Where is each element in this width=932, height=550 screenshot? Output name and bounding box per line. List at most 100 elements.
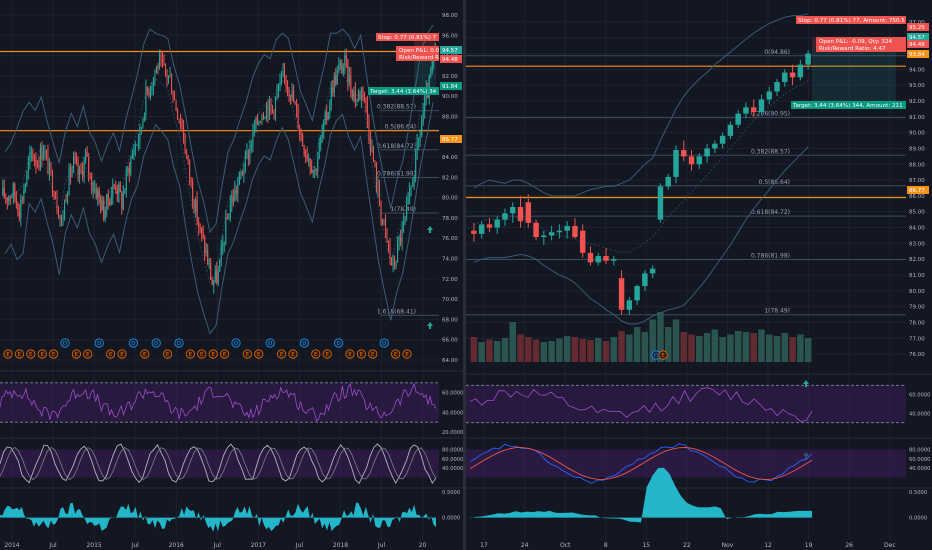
- earnings-marker[interactable]: [3, 349, 13, 359]
- candle-body: [383, 219, 385, 221]
- earnings-marker[interactable]: [402, 349, 412, 359]
- earnings-marker[interactable]: [197, 349, 207, 359]
- price-tag-label: 94.57: [442, 48, 458, 54]
- candle-body: [719, 135, 726, 144]
- earnings-marker[interactable]: [117, 349, 127, 359]
- dividend-marker[interactable]: [60, 338, 70, 348]
- dividend-marker[interactable]: [265, 338, 275, 348]
- candle-body: [27, 163, 29, 172]
- candle-body: [118, 184, 120, 195]
- candle-body: [338, 65, 340, 71]
- left-chart-panel[interactable]: 2014 Jul 2015 Jul 2016 Jul 2017 Jul 2018 Jul 20 98.…: [0, 0, 463, 550]
- candle-body: [250, 146, 252, 148]
- volume-bar: [610, 337, 618, 362]
- position-target-zone[interactable]: [414, 57, 436, 92]
- stoch-d-line: [0, 446, 437, 481]
- volume-bar: [618, 331, 625, 362]
- earnings-marker[interactable]: [276, 349, 287, 359]
- dividend-marker[interactable]: [379, 338, 389, 348]
- earnings-marker[interactable]: [220, 349, 230, 359]
- y-tick-label: 72.00: [442, 277, 458, 283]
- candle-body: [356, 100, 358, 102]
- earnings-marker[interactable]: [71, 349, 82, 359]
- position-target-zone[interactable]: [812, 50, 896, 103]
- candle-body: [33, 159, 35, 161]
- y-tick-label: 78.00: [442, 216, 458, 222]
- earnings-marker[interactable]: [254, 349, 264, 359]
- earnings-marker[interactable]: [37, 349, 47, 359]
- open-pl-box-bg[interactable]: [396, 46, 439, 61]
- candle-body: [62, 217, 64, 220]
- bollinger-lower-band: [4, 102, 434, 335]
- candle-body: [727, 124, 734, 136]
- earnings-marker[interactable]: [163, 349, 173, 359]
- target-label-bg[interactable]: [791, 101, 906, 109]
- candle-body: [237, 184, 239, 195]
- x-tick-label: 2015: [86, 542, 101, 549]
- dividend-marker[interactable]: [299, 338, 309, 348]
- x-tick-label: Jul: [131, 542, 140, 549]
- histogram-area: [0, 502, 436, 532]
- price-tag-label: 91.84: [442, 84, 458, 90]
- earnings-marker[interactable]: [83, 349, 93, 359]
- dividend-marker[interactable]: [94, 338, 104, 348]
- earnings-marker[interactable]: [356, 349, 366, 359]
- earnings-marker[interactable]: [288, 349, 298, 359]
- candle-body: [603, 256, 609, 261]
- dividend-marker[interactable]: [128, 338, 138, 348]
- candle-body: [339, 62, 341, 66]
- dividend-marker[interactable]: [151, 338, 161, 348]
- earnings-marker[interactable]: [106, 349, 116, 359]
- panel-divider[interactable]: [463, 0, 466, 550]
- earnings-marker[interactable]: [48, 349, 59, 359]
- event-marker-label: D: [63, 341, 67, 347]
- earnings-marker[interactable]: [368, 349, 378, 359]
- stop-label-bg[interactable]: [376, 33, 439, 41]
- candle-body: [533, 222, 539, 238]
- event-marker-label: E: [223, 352, 227, 358]
- target-label-bg[interactable]: [368, 87, 439, 95]
- volume-bar: [509, 322, 517, 362]
- candle-body: [326, 112, 328, 120]
- earnings-marker[interactable]: [26, 349, 36, 359]
- dividend-marker[interactable]: [231, 338, 241, 348]
- candle-body: [255, 116, 257, 129]
- earnings-marker[interactable]: [311, 349, 321, 359]
- rsi-line: [469, 387, 813, 422]
- earnings-marker[interactable]: [322, 349, 332, 359]
- candle-body: [104, 210, 106, 220]
- dividend-marker[interactable]: [174, 338, 184, 348]
- histogram-area: [470, 467, 812, 523]
- event-marker-label: D: [97, 341, 101, 347]
- earnings-marker[interactable]: [345, 349, 355, 359]
- stop-label-bg[interactable]: [796, 16, 906, 24]
- risk-reward-label: Risk/Reward Ratio: 4.47: [819, 46, 886, 52]
- x-tick-label: Jul: [48, 542, 57, 549]
- earnings-marker[interactable]: [390, 349, 401, 359]
- stop-label: Stop: 0.77 (0.81%) 7: [378, 35, 437, 41]
- earnings-marker[interactable]: [14, 349, 24, 359]
- earnings-marker[interactable]: [140, 349, 150, 359]
- dividend-marker[interactable]: [333, 338, 344, 348]
- candle-body: [139, 127, 141, 142]
- candle-body: [279, 79, 281, 88]
- candle-body: [296, 104, 298, 110]
- earnings-marker[interactable]: [185, 349, 195, 359]
- earnings-marker[interactable]: [658, 350, 668, 360]
- candle-body: [657, 186, 664, 220]
- candle-body: [312, 170, 314, 174]
- candle-body: [106, 194, 108, 211]
- earnings-marker[interactable]: [242, 349, 252, 359]
- right-chart-panel[interactable]: 1724Oct81522Nov121926Dec97.0096.0095.009…: [466, 0, 932, 550]
- open-pl-box-bg[interactable]: [816, 37, 906, 52]
- candle-body: [134, 145, 136, 152]
- event-marker-label: E: [211, 352, 215, 358]
- x-tick-label: 24: [521, 542, 529, 549]
- volume-bar: [773, 336, 781, 362]
- volume-bar: [548, 341, 555, 362]
- earnings-marker[interactable]: [208, 349, 218, 359]
- candle-body: [422, 111, 424, 123]
- candle-body: [743, 107, 749, 114]
- candle-body: [308, 159, 310, 160]
